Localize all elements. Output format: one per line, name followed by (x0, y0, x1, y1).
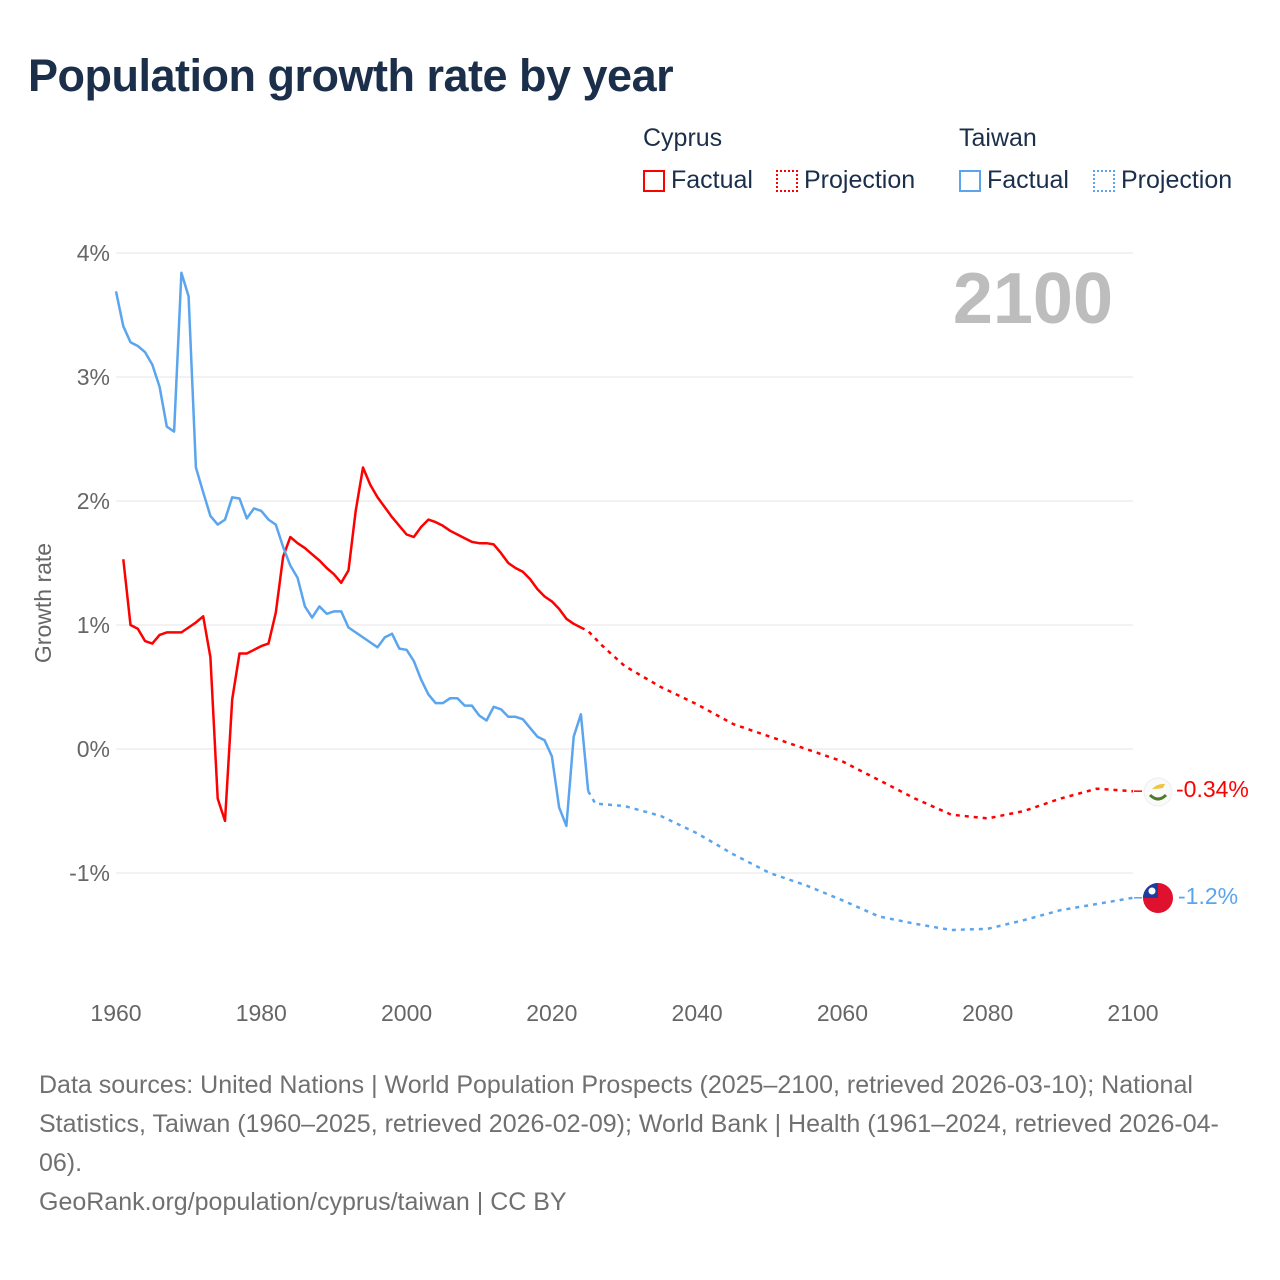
cyprus-projection-line (580, 626, 1134, 820)
x-tick-label: 2100 (1107, 1000, 1158, 1026)
y-axis-label: Growth rate (30, 543, 56, 663)
year-label: 2100 (953, 259, 1113, 339)
x-tick-label: 2060 (817, 1000, 868, 1026)
y-tick-label: 3% (77, 364, 110, 390)
legend-group-taiwan: Taiwan (959, 124, 1037, 152)
x-tick-label: 2040 (672, 1000, 723, 1026)
y-tick-label: 4% (77, 240, 110, 266)
legend-swatch-dotted (1093, 169, 1115, 192)
chart-title: Population growth rate by year (28, 50, 674, 101)
y-tick-label: 2% (77, 488, 110, 514)
credit-link[interactable]: GeoRank.org/population/cyprus/taiwan | C… (39, 1188, 567, 1216)
y-tick-label: 1% (77, 612, 110, 638)
legend-swatch-dotted (776, 169, 798, 192)
y-tick-label: -1% (69, 860, 110, 886)
legend-group-cyprus: Cyprus (643, 124, 723, 152)
legend-taiwan-factual[interactable]: Factual (959, 166, 1069, 195)
x-tick-label: 1980 (236, 1000, 287, 1026)
legend-label: Factual (671, 166, 753, 194)
legend-swatch-solid (959, 169, 981, 192)
cyprus-flag-icon (1143, 777, 1173, 807)
legend-swatch-solid (643, 169, 665, 192)
taiwan-projection-line (587, 790, 1134, 932)
legend-label: Factual (987, 166, 1069, 194)
legend-taiwan-projection[interactable]: Projection (1093, 166, 1232, 195)
legend-cyprus-projection[interactable]: Projection (776, 166, 915, 195)
taiwan-end-label: -1.2% (1178, 883, 1238, 909)
x-tick-label: 2000 (381, 1000, 432, 1026)
taiwan-factual-line (114, 271, 590, 828)
legend-cyprus-factual[interactable]: Factual (643, 166, 753, 195)
footer: Data sources: United Nations | World Pop… (39, 1066, 1249, 1222)
x-tick-label: 2020 (526, 1000, 577, 1026)
cyprus-end-label: -0.34% (1176, 776, 1249, 802)
y-tick-label: 0% (77, 736, 110, 762)
taiwan-flag-icon (1143, 883, 1173, 913)
legend-label: Projection (804, 166, 916, 194)
cyprus-factual-line (122, 466, 582, 823)
data-sources: Data sources: United Nations | World Pop… (39, 1071, 1219, 1177)
x-tick-label: 2080 (962, 1000, 1013, 1026)
x-tick-label: 1960 (90, 1000, 141, 1026)
legend-label: Projection (1121, 166, 1233, 194)
